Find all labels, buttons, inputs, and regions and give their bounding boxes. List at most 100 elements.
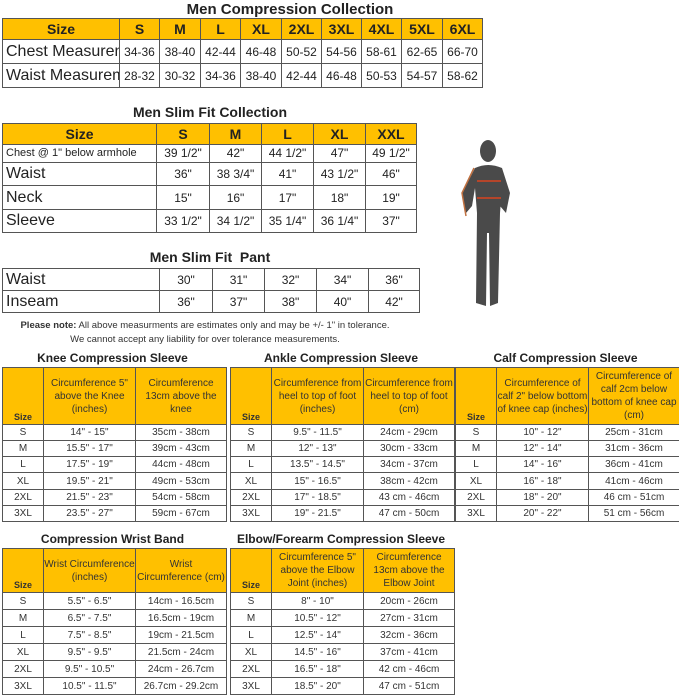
table-cell: 58-61 xyxy=(361,39,402,65)
table-cell: 37" xyxy=(212,290,265,313)
table-cell: 24cm - 26.7cm xyxy=(135,660,227,678)
table-cell: 3XL xyxy=(2,677,44,695)
table-cell: M xyxy=(230,440,272,458)
table-cell: XXL xyxy=(365,123,417,145)
table-cell: 38cm - 42cm xyxy=(363,472,455,490)
table-cell: S xyxy=(2,423,44,442)
table-cell: 16.5" - 18" xyxy=(271,660,364,678)
table-row: S 8" - 10" 20cm - 26cm xyxy=(230,592,455,610)
table-row: 2XL 21.5" - 23" 54cm - 58cm xyxy=(2,488,227,506)
table-row: 2XL 17" - 18.5" 43 cm - 46cm xyxy=(230,488,455,506)
table-cell: 19" xyxy=(365,185,417,210)
table-row: L 12.5" - 14" 32cm - 36cm xyxy=(230,626,455,644)
table-cell: 16.5cm - 19cm xyxy=(135,609,227,627)
table-cell: 38-40 xyxy=(240,63,282,88)
table-cell: Size xyxy=(2,17,120,41)
table-cell: 34-36 xyxy=(200,63,241,88)
table-row: 3XL 23.5" - 27" 59cm - 67cm xyxy=(2,504,227,523)
table-cell: 36 1/4" xyxy=(313,208,366,234)
table-cell: M xyxy=(2,609,44,627)
table-cell: 8" - 10" xyxy=(271,592,364,610)
table-cell: 16" - 18" xyxy=(496,472,589,490)
table-row: XL 14.5" - 16" 37cm - 41cm xyxy=(230,643,455,661)
table-cell: 3XL xyxy=(321,17,362,41)
table-cell: 39 1/2" xyxy=(156,143,210,164)
table-cell: 43 cm - 46cm xyxy=(363,488,455,506)
note-line1: All above measurments are estimates only… xyxy=(76,320,390,331)
table-row: M 6.5" - 7.5" 16.5cm - 19cm xyxy=(2,609,227,627)
table-cell: M xyxy=(2,440,44,458)
pant-table: Waist 30" 31" 32" 34" 36" Inseam 36" 37" 38" 40" 42… xyxy=(2,268,420,313)
table-cell: 49 1/2" xyxy=(365,143,417,164)
table-row: L 7.5" - 8.5" 19cm - 21.5cm xyxy=(2,626,227,644)
table-cell: 66-70 xyxy=(442,39,483,65)
table-cell: Circumference 5" above the Knee (inches) xyxy=(43,367,136,425)
table-cell: L xyxy=(455,456,497,474)
wrist-table: Size Wrist Circumference (inches) Wrist Ci… xyxy=(2,548,227,695)
table-cell: 30cm - 33cm xyxy=(363,440,455,458)
table-row: XL 15" - 16.5" 38cm - 42cm xyxy=(230,472,455,490)
table-cell: XL xyxy=(455,472,497,490)
table-cell: M xyxy=(455,440,497,458)
table-cell: Circumference from heel to top of foot (… xyxy=(363,367,455,425)
table-cell: 36" xyxy=(159,290,213,313)
table-cell: Size xyxy=(455,367,497,425)
table-cell: 46-48 xyxy=(240,39,282,65)
table-row: XL 9.5" - 9.5" 21.5cm - 24cm xyxy=(2,643,227,661)
table-cell: 18" xyxy=(313,185,366,210)
table-cell: 36" xyxy=(156,162,210,187)
table-row: S 9.5" - 11.5" 24cm - 29cm xyxy=(230,423,455,442)
table-row: 3XL 19" - 21.5" 47 cm - 50cm xyxy=(230,504,455,523)
header-row: Size Circumference of calf 2" below botto… xyxy=(455,367,679,425)
table-row: Chest Measurement34-3638-4042-4446-4850-… xyxy=(2,39,483,65)
table-cell: 31" xyxy=(212,268,265,291)
table-cell: 44 1/2" xyxy=(261,143,314,164)
slimfit-table: Size S M L XL XXL Chest @ 1" below armhole 39 1… xyxy=(2,123,417,234)
tolerance-note: Please note: All above measurments are e… xyxy=(0,320,410,331)
table-row: 3XL 20" - 22" 51 cm - 56cm xyxy=(455,504,679,523)
table-cell: 5XL xyxy=(401,17,443,41)
table-cell: 46" xyxy=(365,162,417,187)
table-row: 3XL 18.5" - 20" 47 cm - 51cm xyxy=(230,677,455,695)
table-cell: L xyxy=(2,626,44,644)
table-cell: 6.5" - 7.5" xyxy=(43,609,136,627)
table-cell: 37cm - 41cm xyxy=(363,643,455,661)
ankle-title: Ankle Compression Sleeve xyxy=(263,351,419,365)
table-cell: 32cm - 36cm xyxy=(363,626,455,644)
table-cell: M xyxy=(230,609,272,627)
table-cell: 54-57 xyxy=(401,63,443,88)
table-cell: 38" xyxy=(264,290,317,313)
header-row: Size S M L XL XXL xyxy=(2,123,417,145)
table-cell: 39cm - 43cm xyxy=(135,440,227,458)
table-cell: 9.5" - 10.5" xyxy=(43,660,136,678)
table-cell: 12.5" - 14" xyxy=(271,626,364,644)
table-cell: 34cm - 37cm xyxy=(363,456,455,474)
table-cell: 15" xyxy=(156,185,210,210)
table-cell: 15.5" - 17" xyxy=(43,440,136,458)
table-cell: Size xyxy=(2,548,44,593)
table-cell: XL xyxy=(2,643,44,661)
header-row: Size Circumference from heel to top of fo… xyxy=(230,367,455,425)
table-cell: 20" - 22" xyxy=(496,504,589,523)
table-cell: 14.5" - 16" xyxy=(271,643,364,661)
table-cell: Size xyxy=(230,548,272,593)
header-row: Size Circumference 5" above the Knee (inc… xyxy=(2,367,227,425)
table-cell: S xyxy=(2,592,44,610)
table-cell: XL xyxy=(313,123,366,145)
table-cell: 20cm - 26cm xyxy=(363,592,455,610)
table-row: L 14" - 16" 36cm - 41cm xyxy=(455,456,679,474)
compression-title: Men Compression Collection xyxy=(186,1,394,18)
table-cell: Circumference from heel to top of foot (… xyxy=(271,367,364,425)
table-cell: 24cm - 29cm xyxy=(363,423,455,442)
header-row: Size S M L XL 2XL 3XL 4XL 5XL 6XL xyxy=(2,17,483,41)
elbow-table: Size Circumference 5" above the Elbow Joi… xyxy=(230,548,455,695)
table-cell: XL xyxy=(230,643,272,661)
pant-title: Men Slim Fit Pant xyxy=(149,249,271,265)
table-cell: 28-32 xyxy=(119,63,160,88)
table-cell: 27cm - 31cm xyxy=(363,609,455,627)
table-cell: Circumference of calf 2cm below bottom o… xyxy=(588,367,679,425)
table-row: L 13.5" - 14.5" 34cm - 37cm xyxy=(230,456,455,474)
table-cell: 47 cm - 51cm xyxy=(363,677,455,695)
table-cell: 49cm - 53cm xyxy=(135,472,227,490)
